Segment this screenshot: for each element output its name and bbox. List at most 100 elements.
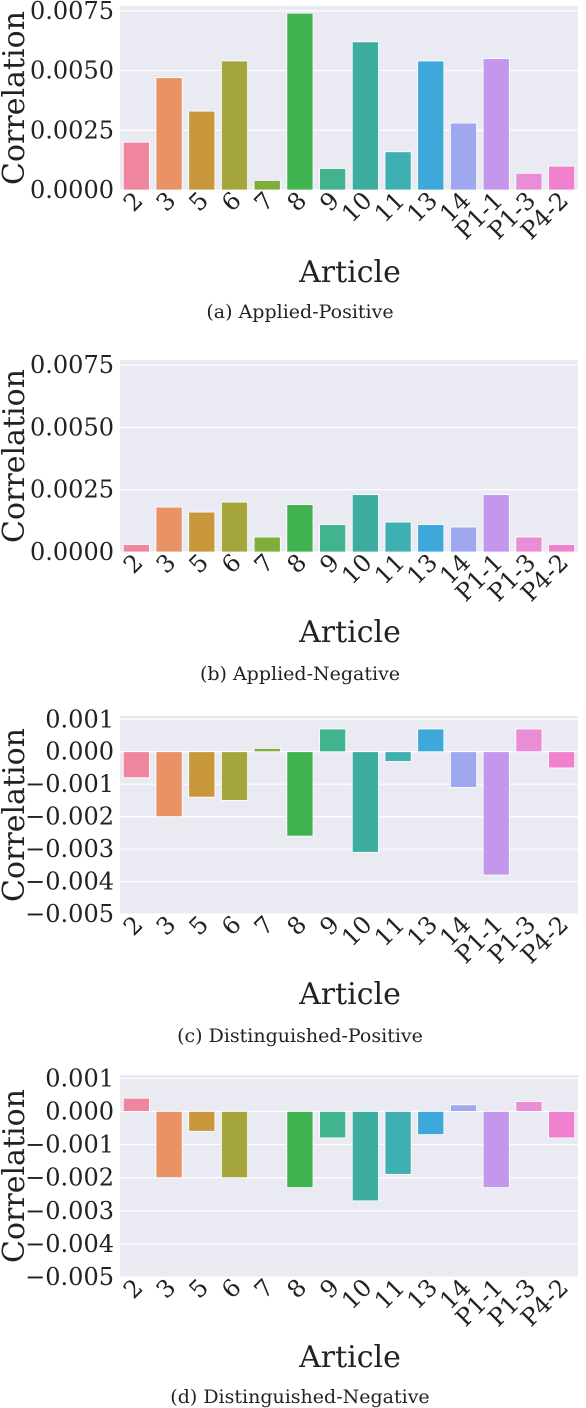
y-axis-label: Correlation <box>0 11 32 185</box>
x-tick-label: 7 <box>249 1273 280 1304</box>
bar-9 <box>319 168 347 191</box>
y-axis-label: Correlation <box>0 369 32 543</box>
bar-9 <box>319 524 347 553</box>
bar-P1-3 <box>515 1101 543 1112</box>
y-tick-label: −0.001 <box>25 770 114 798</box>
y-tick-label: 0.0050 <box>30 57 114 85</box>
y-tick-label: −0.005 <box>25 1263 114 1291</box>
x-tick-label: 3 <box>151 186 182 217</box>
chart-distinguished-negative: 0.001 0.000 −0.001 −0.002 −0.003 −0.004 −0.005… <box>0 1064 578 1408</box>
chart-caption: (d) Distinguished-Negative <box>170 1386 429 1408</box>
x-axis-label: Article <box>298 977 401 1012</box>
y-tick-label: 0.000 <box>45 1097 114 1125</box>
x-axis-label: Article <box>298 1340 401 1375</box>
x-tick-label: 5 <box>183 1273 214 1304</box>
bar-8 <box>286 751 314 837</box>
bar-2 <box>122 1097 150 1112</box>
bar-6 <box>221 501 248 553</box>
bar-8 <box>286 12 314 191</box>
x-tick-label: 6 <box>216 1273 247 1304</box>
y-axis-label: Correlation <box>0 728 32 902</box>
y-tick-label: 0.0000 <box>30 176 114 204</box>
x-tick-label: 5 <box>183 186 214 217</box>
y-tick-label: −0.003 <box>25 1197 114 1225</box>
bar-P4-2 <box>548 165 576 191</box>
x-tick-label: 6 <box>216 186 247 217</box>
bar-P1-1 <box>482 1111 510 1188</box>
x-tick-label: 8 <box>282 548 313 579</box>
y-tick-label: −0.005 <box>25 900 114 928</box>
y-tick-label: −0.004 <box>25 1230 114 1258</box>
y-axis-label: Correlation <box>0 1089 32 1263</box>
bar-11 <box>384 521 412 553</box>
bar-P1-1 <box>482 494 510 553</box>
x-tick-label: 8 <box>282 1273 313 1304</box>
y-tick-label: 0.001 <box>45 706 114 733</box>
bar-7 <box>253 748 281 753</box>
bar-3 <box>155 77 183 191</box>
x-tick-label: 8 <box>282 186 313 217</box>
bar-13 <box>417 1111 445 1136</box>
bar-5 <box>188 110 216 191</box>
bar-P4-2 <box>548 1111 576 1139</box>
bar-10 <box>351 1111 379 1202</box>
bar-9 <box>319 728 347 753</box>
bar-9 <box>319 1111 347 1139</box>
bar-10 <box>351 751 379 853</box>
bar-7 <box>253 180 281 191</box>
x-tick-label: 2 <box>118 1273 149 1304</box>
x-tick-label: 2 <box>118 548 149 579</box>
bar-6 <box>221 1111 248 1179</box>
bar-14 <box>450 122 477 191</box>
y-tick-label: 0.000 <box>45 738 114 766</box>
bar-2 <box>122 141 150 191</box>
chart-distinguished-positive: 0.001 0.000 −0.001 −0.002 −0.003 −0.004 −0.005… <box>0 706 578 1047</box>
bar-7 <box>253 536 281 553</box>
bar-3 <box>155 751 183 818</box>
bar-2 <box>122 544 150 553</box>
x-tick-label: 7 <box>249 910 280 941</box>
y-tick-label: 0.0050 <box>30 413 114 441</box>
x-tick-label: 6 <box>216 548 247 579</box>
x-tick-label: 2 <box>118 186 149 217</box>
chart-caption: (c) Distinguished-Positive <box>177 1025 423 1047</box>
bar-13 <box>417 728 445 753</box>
x-tick-label: 3 <box>151 548 182 579</box>
bar-P1-1 <box>482 58 510 191</box>
bar-P1-3 <box>515 728 543 753</box>
bar-3 <box>155 1111 183 1179</box>
bar-P1-1 <box>482 751 510 876</box>
x-axis-label: Article <box>298 255 401 290</box>
bar-8 <box>286 1111 314 1188</box>
x-tick-label: 3 <box>151 910 182 941</box>
bar-5 <box>188 751 216 798</box>
bar-11 <box>384 151 412 191</box>
bar-14 <box>450 1104 477 1112</box>
bar-5 <box>188 511 216 553</box>
bar-6 <box>221 60 248 191</box>
y-tick-label: −0.004 <box>25 868 114 896</box>
bar-13 <box>417 60 445 191</box>
bar-P1-3 <box>515 536 543 553</box>
bar-14 <box>450 526 477 553</box>
y-tick-label: −0.001 <box>25 1131 114 1159</box>
bar-10 <box>351 41 379 191</box>
y-tick-label: −0.002 <box>25 803 114 831</box>
bar-10 <box>351 494 379 553</box>
y-tick-label: 0.0075 <box>30 352 114 379</box>
bar-11 <box>384 751 412 762</box>
x-tick-label: 2 <box>118 910 149 941</box>
y-tick-label: 0.0025 <box>30 476 114 504</box>
bar-2 <box>122 751 150 779</box>
bar-13 <box>417 524 445 553</box>
x-tick-label: 5 <box>183 548 214 579</box>
bar-11 <box>384 1111 412 1175</box>
chart-caption: (b) Applied-Negative <box>200 663 400 685</box>
y-tick-label: 0.001 <box>45 1064 114 1092</box>
y-tick-label: −0.002 <box>25 1164 114 1192</box>
bar-P4-2 <box>548 544 576 553</box>
bar-3 <box>155 506 183 553</box>
bar-P4-2 <box>548 751 576 769</box>
